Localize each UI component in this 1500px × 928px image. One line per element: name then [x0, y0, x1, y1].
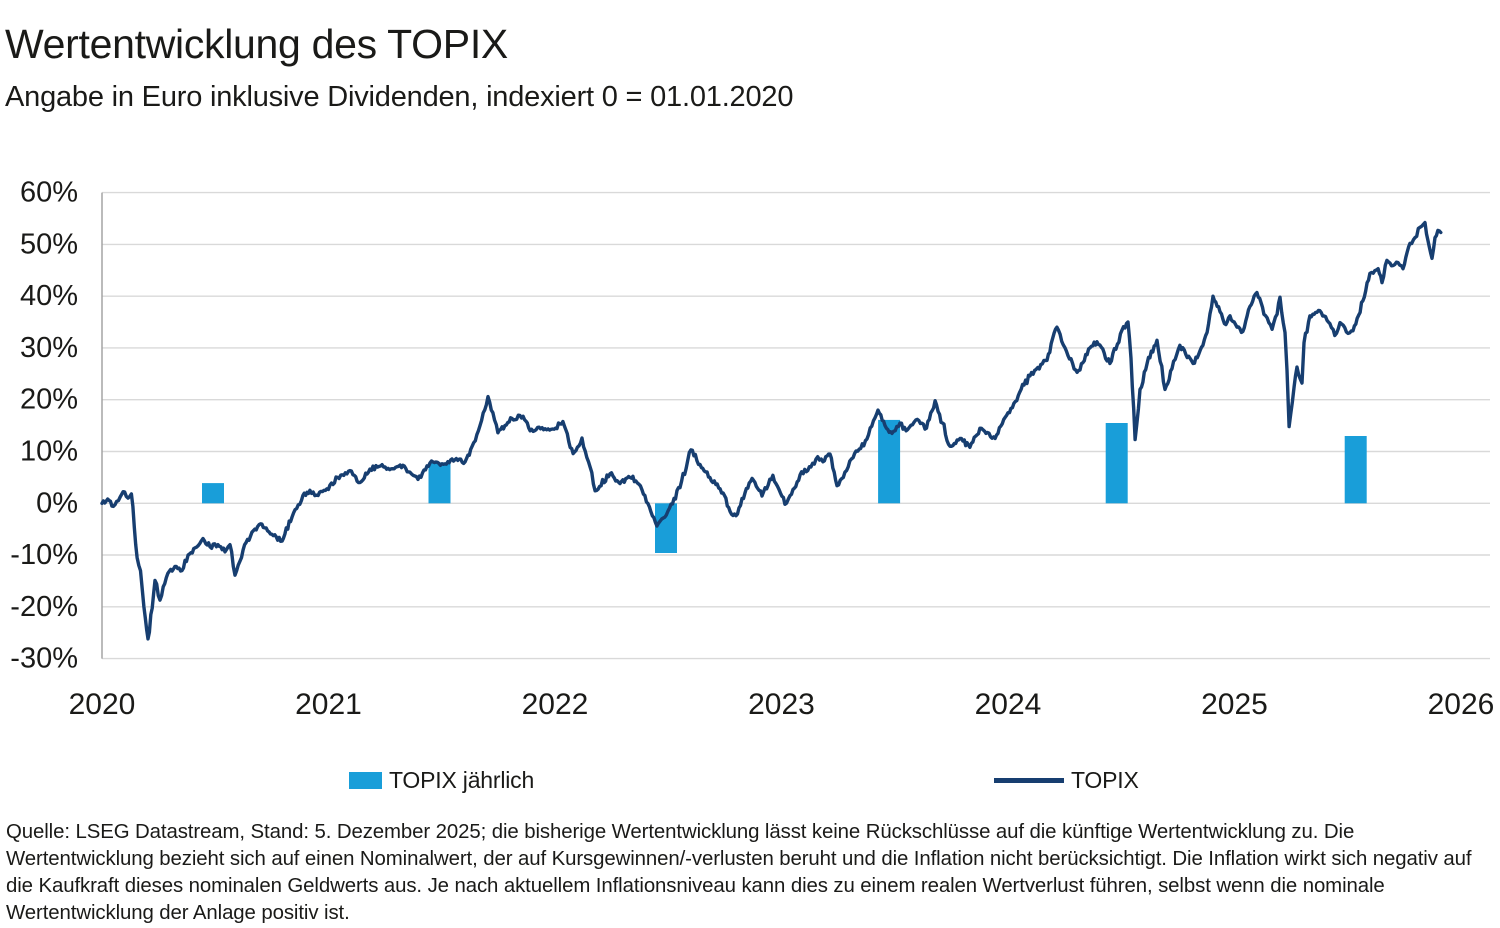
legend-item-topix: TOPIX — [994, 766, 1139, 793]
legend-bar-label: TOPIX jährlich — [389, 766, 535, 793]
x-axis-tick-label: 2026 — [1428, 688, 1495, 721]
annual-return-bar — [428, 462, 451, 504]
x-axis-tick-label: 2024 — [975, 688, 1042, 721]
page-title: Wertentwicklung des TOPIX — [5, 21, 508, 67]
y-axis-tick-label: 30% — [20, 332, 78, 364]
legend-line-swatch — [994, 777, 1064, 783]
annual-return-bar — [655, 503, 677, 553]
legend-bar-swatch — [349, 771, 382, 789]
legend-item-topix-annual: TOPIX jährlich — [349, 766, 535, 793]
x-axis-tick-label: 2022 — [522, 688, 589, 721]
x-axis-tick-label: 2023 — [748, 688, 815, 721]
annual-return-bar — [1344, 436, 1367, 504]
y-axis-tick-label: 60% — [20, 177, 78, 209]
y-axis-tick-label: 10% — [20, 436, 78, 468]
y-axis-tick-label: -30% — [10, 643, 78, 675]
topix-performance-line — [100, 220, 1443, 641]
y-axis-tick-label: -20% — [10, 591, 78, 623]
annual-return-bar — [1105, 423, 1128, 504]
annual-return-bar — [202, 483, 224, 504]
annual-return-bar — [878, 419, 901, 504]
performance-chart: 60% 50% 40% 30% 20% 10% 0% -10% -20% -30% 2020 2021… — [10, 177, 1495, 721]
y-axis-tick-label: -10% — [10, 539, 78, 571]
source-disclaimer-text: Quelle: LSEG Datastream, Stand: 5. Dezem… — [6, 821, 1472, 925]
page-subtitle: Angabe in Euro inklusive Dividenden, ind… — [5, 81, 794, 113]
y-axis-tick-label: 20% — [20, 384, 78, 416]
x-axis-tick-label: 2021 — [295, 688, 362, 721]
legend-line-label: TOPIX — [1071, 766, 1139, 793]
x-axis-tick-label: 2025 — [1201, 688, 1268, 721]
chart-canvas: 60% 50% 40% 30% 20% 10% 0% -10% -20% -30% 2020 2021… — [10, 177, 1495, 721]
y-axis-tick-label: 0% — [36, 487, 78, 519]
x-axis-tick-label: 2020 — [69, 688, 136, 721]
y-axis-tick-label: 50% — [20, 228, 78, 260]
y-axis-tick-label: 40% — [20, 280, 78, 312]
